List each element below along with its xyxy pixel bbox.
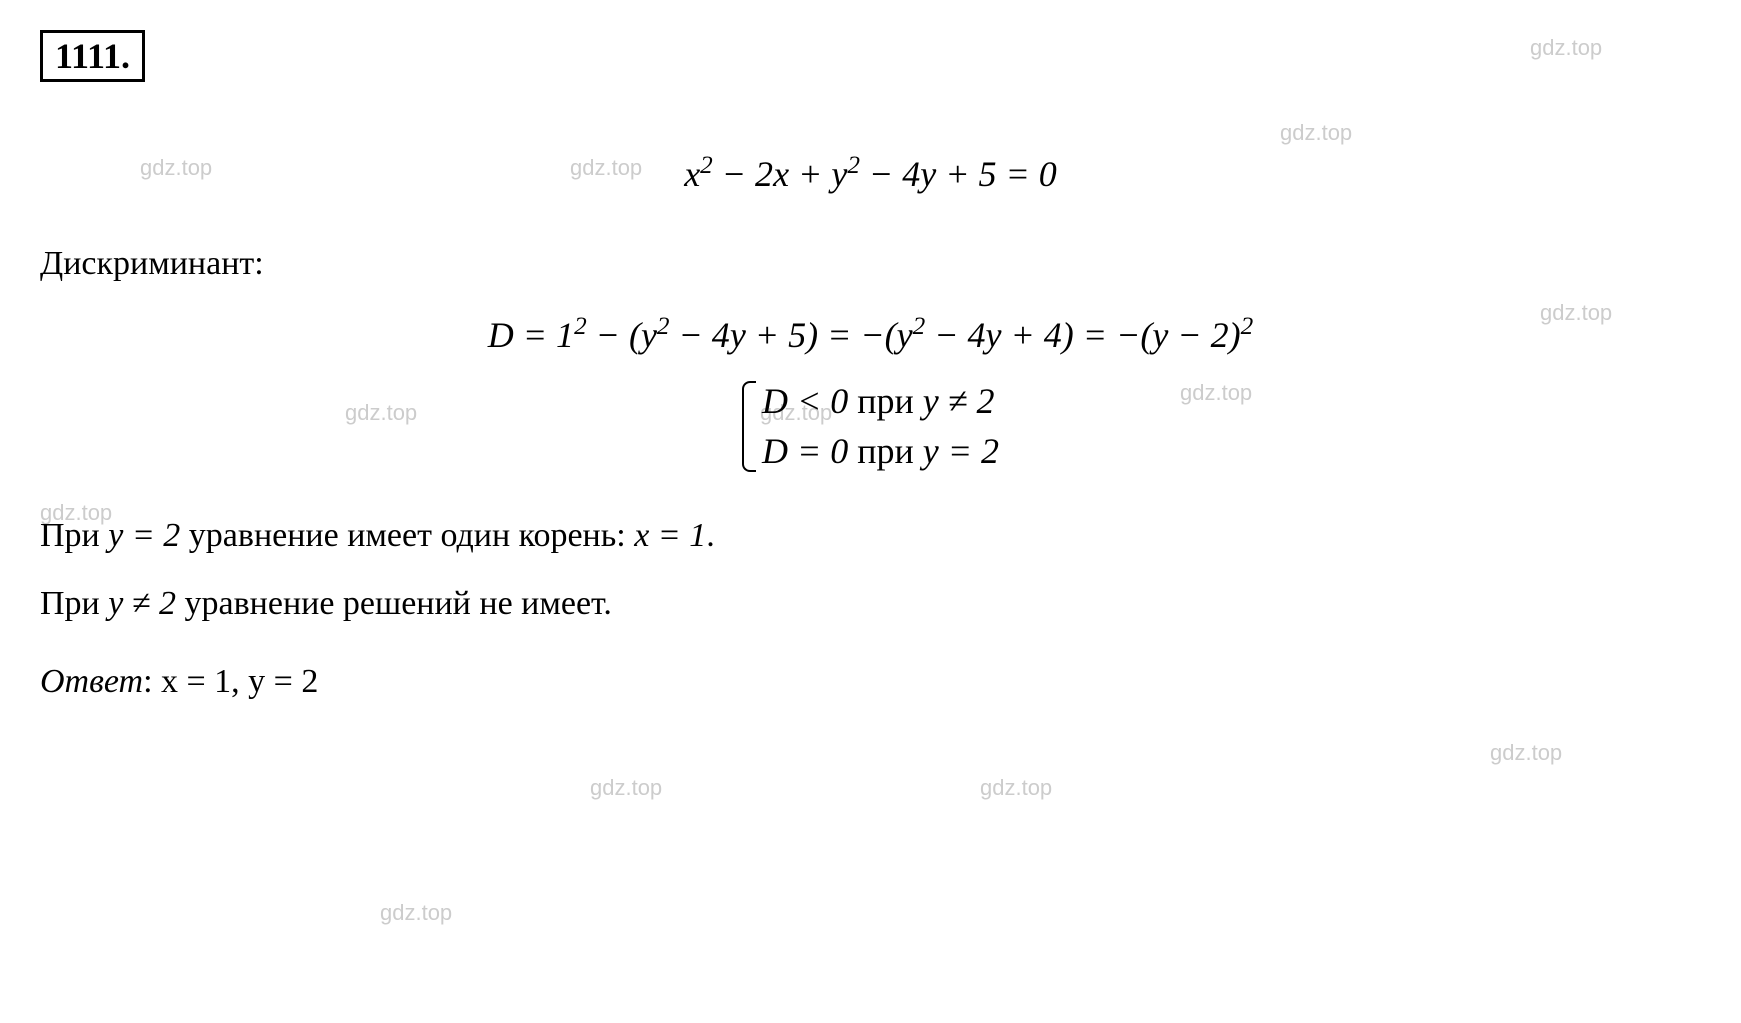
watermark: gdz.top [380,900,452,926]
discriminant-label: Дискриминант: [40,245,1701,283]
case-1: D < 0 при y ≠ 2 [762,376,999,426]
answer-label: Ответ [40,663,143,700]
problem-number: 1111. [40,30,145,82]
answer-line: Ответ: x = 1, y = 2 [40,663,1701,701]
discriminant-equation: D = 12 − (y2 − 4y + 5) = −(y2 − 4y + 4) … [40,313,1701,356]
watermark: gdz.top [590,775,662,801]
watermark: gdz.top [1490,740,1562,766]
watermark: gdz.top [980,775,1052,801]
solution-line-2: При y ≠ 2 уравнение решений не имеет. [40,585,1701,623]
solution-line-1: При y = 2 уравнение имеет один корень: x… [40,517,1701,555]
cases-system: D < 0 при y ≠ 2 D = 0 при y = 2 [40,376,1701,477]
case-2: D = 0 при y = 2 [762,426,999,476]
main-equation: x2 − 2x + y2 − 4y + 5 = 0 [40,152,1701,195]
